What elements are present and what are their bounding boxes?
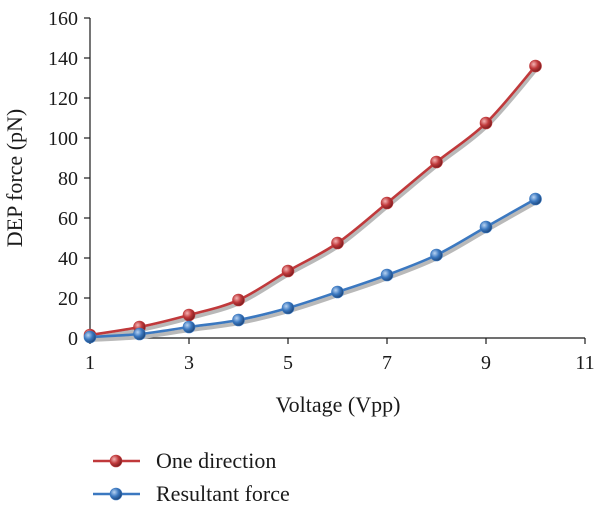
data-point xyxy=(182,320,196,334)
data-point xyxy=(380,268,394,282)
data-point xyxy=(133,327,146,341)
data-point xyxy=(380,196,394,210)
legend: One direction Resultant force xyxy=(93,448,290,506)
x-axis-label: Voltage (Vpp) xyxy=(276,392,401,417)
series-line xyxy=(88,197,537,339)
series-line xyxy=(88,64,537,337)
data-point xyxy=(232,313,245,327)
data-point xyxy=(331,285,344,299)
series-0 xyxy=(83,59,542,342)
x-ticks: 1 3 5 7 9 11 xyxy=(85,338,595,374)
data-point xyxy=(479,116,493,130)
y-tick-label: 60 xyxy=(58,208,78,230)
data-point xyxy=(430,248,443,262)
y-axis-label: DEP force (pN) xyxy=(2,109,27,247)
data-point xyxy=(182,308,196,322)
data-point xyxy=(281,301,295,315)
legend-item: One direction xyxy=(93,448,276,473)
series-layer xyxy=(83,59,542,344)
x-tick-label: 7 xyxy=(382,352,392,374)
y-tick-label: 20 xyxy=(58,288,78,310)
y-tick-label: 0 xyxy=(68,328,78,350)
data-point xyxy=(479,220,493,234)
legend-item: Resultant force xyxy=(93,481,290,506)
data-point xyxy=(281,264,295,278)
x-tick-label: 1 xyxy=(85,352,95,374)
series-line-shadow xyxy=(89,67,539,340)
y-ticks: 0 20 40 60 80 100 120 140 160 xyxy=(48,8,90,350)
y-tick-label: 80 xyxy=(58,168,78,190)
data-point xyxy=(430,155,443,169)
legend-marker xyxy=(109,454,123,468)
data-point xyxy=(529,59,542,73)
y-tick-label: 120 xyxy=(48,88,78,110)
series-line-shadow xyxy=(89,200,539,342)
legend-label: Resultant force xyxy=(156,481,290,506)
data-point xyxy=(331,236,344,250)
y-tick-label: 40 xyxy=(58,248,78,270)
y-tick-label: 140 xyxy=(48,48,78,70)
y-tick-label: 100 xyxy=(48,128,78,150)
data-point xyxy=(232,293,245,307)
series-1 xyxy=(83,192,542,344)
y-tick-label: 160 xyxy=(48,8,78,30)
x-tick-label: 11 xyxy=(575,352,594,374)
legend-marker xyxy=(109,487,123,501)
x-tick-label: 5 xyxy=(283,352,293,374)
x-tick-label: 9 xyxy=(481,352,491,374)
legend-label: One direction xyxy=(156,448,276,473)
data-point xyxy=(83,330,97,344)
x-tick-label: 3 xyxy=(184,352,194,374)
data-point xyxy=(529,192,542,206)
